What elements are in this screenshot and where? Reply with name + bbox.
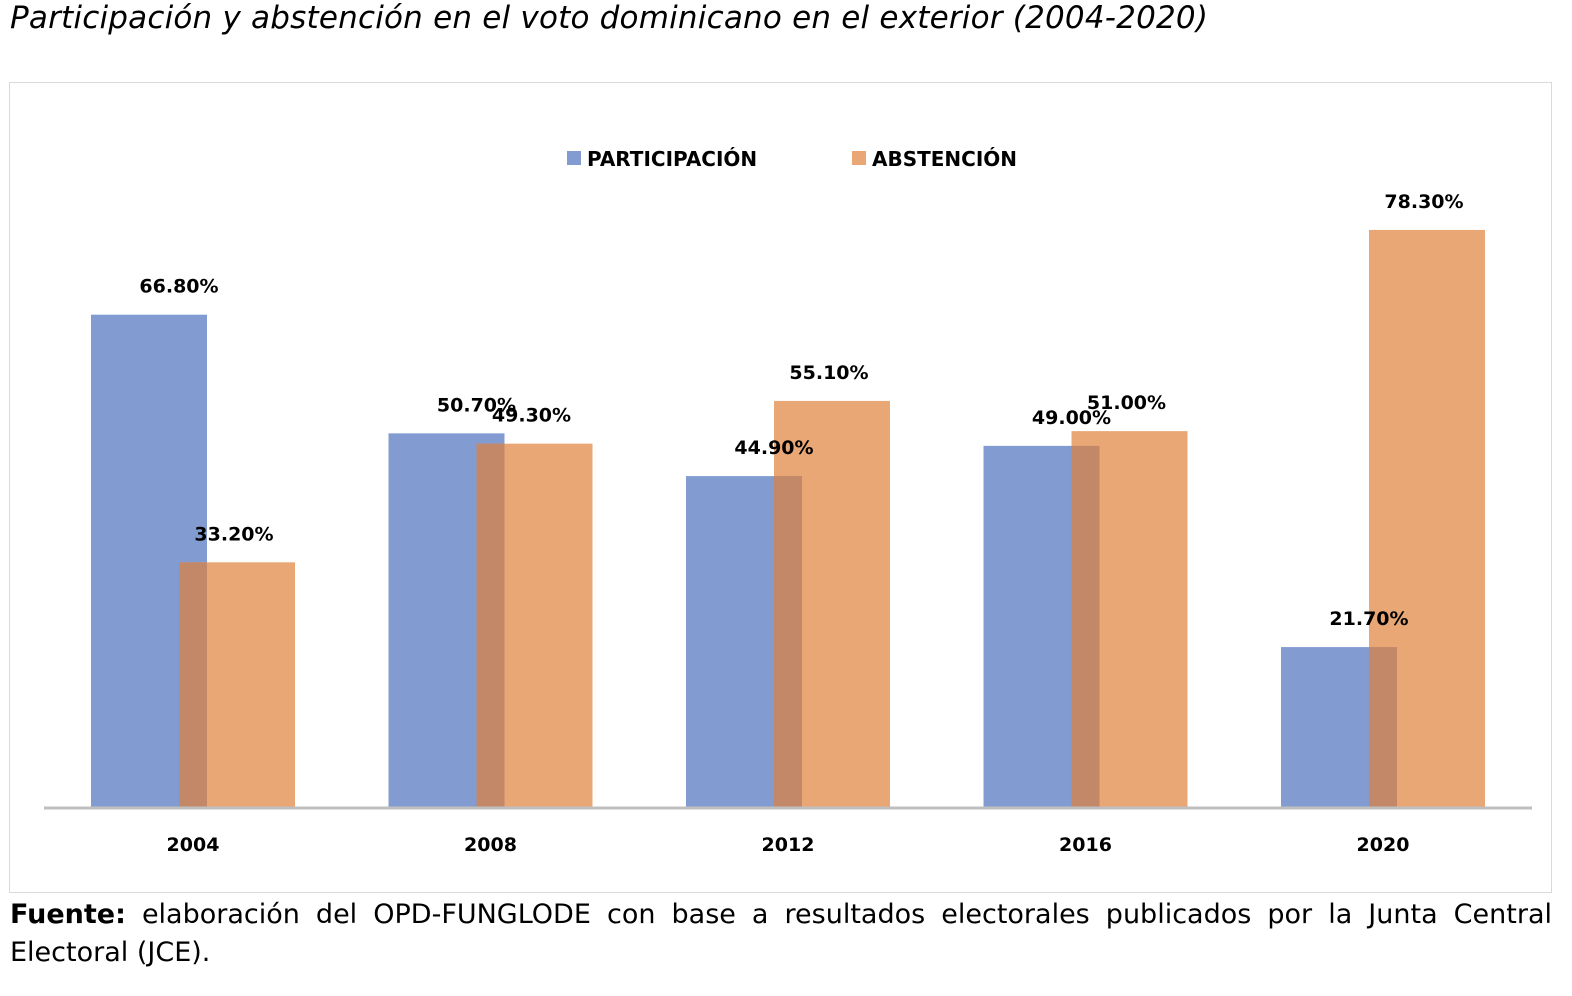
legend-swatch-participacion — [567, 151, 581, 165]
bar-chart: PARTICIPACIÓN ABSTENCIÓN 66.80% 33.20% 50.… — [44, 147, 1532, 856]
data-label-participacion-2004: 66.80% — [139, 276, 218, 298]
data-label-abstencion-2020: 78.30% — [1384, 191, 1463, 213]
data-labels-group: 66.80% 33.20% 50.70%49.30% 44.90% 55.10% 49.0… — [139, 191, 1463, 630]
source-text: elaboración del OPD-FUNGLODE con base a … — [10, 899, 1552, 968]
legend-label-participacion: PARTICIPACIÓN — [587, 147, 757, 171]
bar-overlap-2016 — [1071, 445, 1100, 807]
data-label-abstencion-2012: 55.10% — [789, 362, 868, 384]
legend: PARTICIPACIÓN ABSTENCIÓN — [567, 147, 1017, 171]
chart-frame — [9, 82, 1552, 893]
x-tick-label-2004: 2004 — [167, 834, 220, 856]
bar-overlap-2004 — [179, 562, 207, 807]
x-tick-labels: 2004 2008 2012 2016 2020 — [167, 834, 1410, 856]
legend-swatch-abstencion — [852, 151, 866, 165]
bar-overlap-2020 — [1369, 647, 1397, 807]
data-label-participacion-2012: 44.90% — [734, 437, 813, 459]
x-tick-label-2020: 2020 — [1357, 834, 1410, 856]
legend-label-abstencion: ABSTENCIÓN — [872, 147, 1017, 171]
data-label-abstencion-2008: 49.30% — [492, 405, 571, 427]
source-label: Fuente: — [10, 899, 126, 930]
x-tick-label-2012: 2012 — [762, 834, 815, 856]
bars-group — [91, 229, 1485, 807]
chart-title: Participación y abstención en el voto do… — [10, 0, 1209, 36]
data-label-abstencion-2016: 51.00% — [1087, 392, 1166, 414]
data-label-participacion-2008: 50.70% — [437, 394, 516, 416]
bar-overlap-2008 — [476, 443, 505, 807]
x-tick-label-2016: 2016 — [1059, 834, 1112, 856]
data-label-participacion-2020: 21.70% — [1329, 608, 1408, 630]
data-label-abstencion-2004: 33.20% — [194, 523, 273, 545]
bar-overlap-2012 — [774, 476, 802, 807]
source-note: Fuente: elaboración del OPD-FUNGLODE con… — [10, 896, 1552, 972]
data-label-participacion-2016: 49.00% — [1032, 407, 1111, 429]
x-tick-label-2008: 2008 — [464, 834, 517, 856]
